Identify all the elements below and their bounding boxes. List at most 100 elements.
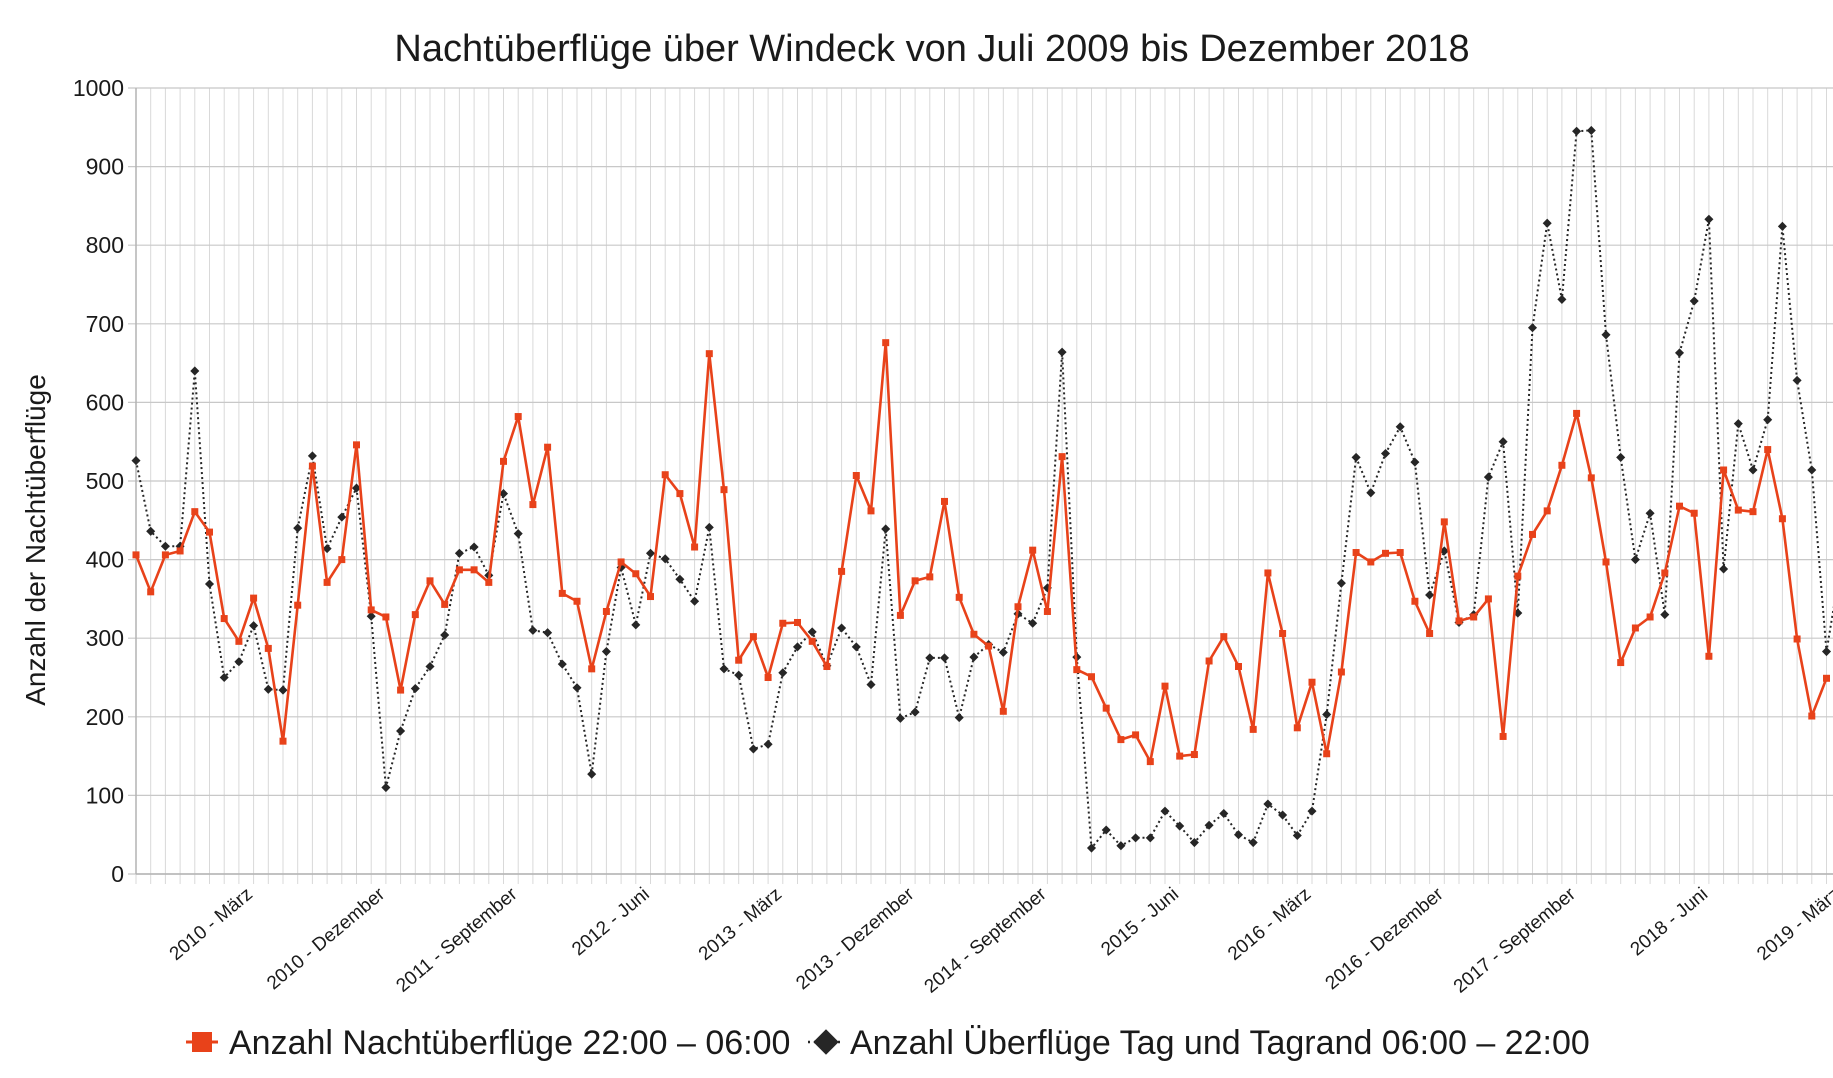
data-point-day <box>1498 437 1508 447</box>
y-tick-label: 800 <box>86 232 124 258</box>
data-point-day <box>1336 578 1346 588</box>
data-point-day <box>1601 330 1611 340</box>
data-point-night <box>1499 732 1507 740</box>
y-axis-label: Anzahl der Nachtüberflüge <box>20 374 51 706</box>
data-point-night <box>279 737 287 745</box>
data-point-day <box>763 739 773 749</box>
data-point-night <box>1235 662 1242 670</box>
data-point-night <box>911 577 919 585</box>
data-point-day <box>1160 806 1170 816</box>
data-point-night <box>573 597 581 605</box>
data-point-night <box>1749 508 1757 516</box>
data-point-day <box>837 623 847 633</box>
y-tick-label: 500 <box>86 468 124 494</box>
series-line-night <box>134 341 1828 763</box>
data-point-night <box>1102 704 1110 712</box>
series-night <box>132 339 1830 766</box>
data-point-day <box>1557 294 1567 304</box>
data-point-day <box>293 523 303 533</box>
data-point-night <box>1146 758 1154 766</box>
x-tick-label: 2019 - März <box>1753 884 1833 965</box>
data-point-night <box>882 339 890 347</box>
data-point-day <box>998 647 1008 657</box>
x-tick-label: 2016 - Dezember <box>1322 883 1448 994</box>
data-point-day <box>454 548 464 558</box>
data-point-day <box>410 683 420 694</box>
y-tick-label: 600 <box>86 389 124 415</box>
data-point-day <box>1616 452 1626 462</box>
data-point-night <box>632 570 640 578</box>
data-point-night <box>1337 668 1345 676</box>
data-point-night <box>1205 657 1213 665</box>
legend-item-night[interactable]: Anzahl Nachtüberflüge 22:00 – 06:00 <box>186 1024 790 1062</box>
data-point-day <box>307 451 317 461</box>
data-point-day <box>748 744 758 754</box>
data-point-night <box>1529 530 1536 538</box>
data-point-day <box>675 574 685 584</box>
data-point-day <box>1689 296 1699 306</box>
data-point-night <box>206 528 213 536</box>
data-point-night <box>970 630 978 638</box>
data-point-night <box>941 497 948 505</box>
data-point-day <box>396 726 406 736</box>
data-point-night <box>1367 558 1375 566</box>
data-point-night <box>676 490 684 498</box>
y-tick-label: 900 <box>86 154 124 180</box>
data-point-day <box>1145 833 1155 843</box>
data-point-day <box>1630 555 1640 565</box>
data-point-day <box>1645 508 1655 518</box>
data-point-day <box>939 653 950 663</box>
y-tick-label: 400 <box>86 547 124 573</box>
data-point-day <box>1351 452 1361 462</box>
data-point-night <box>1132 731 1140 739</box>
data-point-night <box>1279 629 1287 637</box>
data-point-night <box>1690 509 1698 517</box>
x-tick-label: 2018 - Juni <box>1627 884 1713 961</box>
data-point-night <box>411 611 419 619</box>
data-point-night <box>161 551 169 559</box>
data-point-night <box>500 457 507 465</box>
data-point-night <box>1352 549 1360 557</box>
series-day <box>131 125 1833 853</box>
data-point-day <box>557 659 567 669</box>
data-point-night <box>1793 635 1801 643</box>
data-point-day <box>234 657 244 667</box>
data-point-day <box>1366 488 1376 498</box>
data-point-day <box>528 625 538 635</box>
data-point-night <box>1455 617 1463 625</box>
data-point-day <box>1483 472 1493 482</box>
data-point-day <box>440 630 450 640</box>
data-point-day <box>1175 821 1185 831</box>
data-point-night <box>867 507 875 515</box>
data-point-night <box>1676 502 1683 510</box>
data-point-night <box>1176 752 1184 760</box>
data-point-night <box>1734 506 1742 514</box>
data-point-night <box>1808 712 1816 720</box>
data-point-day <box>1380 448 1391 459</box>
data-point-day <box>1821 647 1832 657</box>
data-point-night <box>1117 736 1125 744</box>
data-point-night <box>1382 549 1389 557</box>
data-point-day <box>1204 820 1214 830</box>
data-point-night <box>1778 515 1786 523</box>
data-point-day <box>1527 323 1538 333</box>
data-point-day <box>1542 218 1552 228</box>
data-point-night <box>1088 673 1095 681</box>
data-point-night <box>1323 750 1331 758</box>
data-point-day <box>543 628 553 638</box>
x-tick-label: 2011 - September <box>392 883 521 996</box>
data-point-day <box>1704 214 1714 224</box>
data-point-day <box>851 642 861 652</box>
data-point-night <box>1411 597 1419 605</box>
data-point-day <box>1572 126 1582 136</box>
data-point-day <box>1263 799 1273 809</box>
legend-diamond-icon <box>813 1029 839 1055</box>
x-tick-label: 2014 - September <box>921 883 1052 997</box>
data-point-night <box>602 607 610 615</box>
y-axis-ticks: 0 100 200 300 400 500 600 700 800 900 1000 <box>73 75 124 887</box>
data-point-day <box>587 769 597 779</box>
data-point-day <box>881 524 891 534</box>
legend-item-day[interactable]: Anzahl Überflüge Tag und Tagrand 06:00 –… <box>808 1024 1590 1062</box>
data-point-night <box>705 350 713 358</box>
